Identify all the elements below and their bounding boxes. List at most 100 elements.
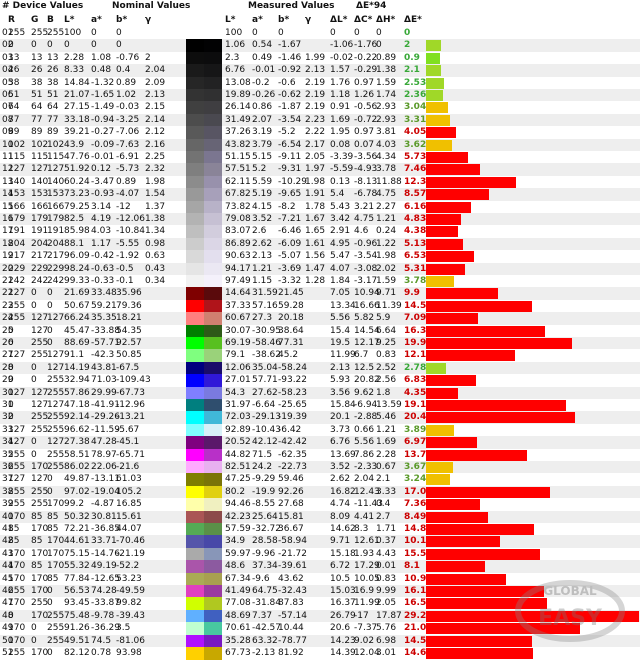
cell-delta-c: -7.37 (354, 623, 378, 634)
nominal-color-swatch (186, 287, 204, 301)
cell-g: 0 (31, 288, 37, 299)
cell-nominal-a: -1.49 (91, 102, 115, 113)
measured-color-swatch (204, 647, 222, 660)
cell-measured-gamma: 1.61 (305, 238, 326, 249)
row-index: 20 (2, 263, 14, 274)
measured-color-swatch (204, 547, 222, 561)
table-row: 12 127 127 127 51.92 0.12 -5.73 2.32 57.51 5.2 -9.… (0, 163, 640, 177)
cell-b: 255 (47, 462, 65, 472)
cell-g: 255 (31, 424, 49, 435)
cell-measured-b: -19.39 (278, 412, 308, 423)
cell-measured-l: 83.07 (225, 226, 251, 237)
cell-delta-c: -4.93 (354, 164, 378, 175)
delta-e-bar (426, 462, 453, 473)
cell-nominal-l: 27.38 (64, 437, 90, 448)
cell-nominal-b: -0.76 (116, 52, 140, 63)
measured-color-swatch (204, 27, 222, 40)
cell-measured-b: -9.31 (278, 164, 302, 175)
row-index: 19 (2, 251, 14, 262)
cell-g: 85 (31, 536, 43, 547)
cell-delta-c: 14.54 (354, 325, 380, 336)
cell-delta-e: 3.24 (404, 474, 427, 485)
delta-e-bar (426, 474, 450, 486)
cell-g: 0 (31, 300, 37, 311)
cell-delta-h: 2.27 (376, 201, 397, 212)
cell-delta-c: 4.6 (354, 226, 369, 237)
cell-measured-l: 57.51 (225, 164, 251, 175)
cell-delta-l: 20.6 (330, 623, 351, 634)
cell-b: 166 (47, 201, 65, 212)
cell-delta-e: 6.53 (404, 251, 427, 262)
cell-delta-e: 20.46 (404, 412, 433, 423)
cell-nominal-b: -10.84 (116, 226, 146, 237)
delta-e-bar (426, 152, 468, 163)
nominal-color-swatch (186, 423, 204, 437)
cell-nominal-gamma: 2.04 (145, 65, 166, 76)
cell-g: 89 (31, 127, 43, 138)
cell-nominal-l: 77.84 (64, 573, 90, 584)
cell-delta-c: -0.22 (354, 52, 378, 63)
table-row: 14 153 153 153 73.23 -0.93 -4.07 1.54 67.82 5.19-… (0, 188, 640, 202)
delta-e-bar (426, 350, 515, 362)
cell-b: 170 (47, 561, 65, 572)
cell-b: 102 (47, 139, 65, 150)
cell-delta-e: 14.57 (404, 635, 433, 646)
cell-b: 85 (47, 524, 59, 534)
cell-delta-e: 3.78 (404, 276, 427, 286)
measured-color-swatch (204, 461, 222, 474)
delta-e-bar (426, 276, 454, 287)
cell-nominal-l: 56.53 (64, 586, 90, 596)
nominal-color-swatch (186, 126, 204, 140)
cell-nominal-a: 0.12 (91, 164, 112, 175)
cell-nominal-b: -5.55 (116, 238, 140, 249)
cell-nominal-l: 82.12 (64, 648, 90, 658)
table-row: 25 0 127 0 45.47 -33.88 54.35 30.07 -30.95 38.64 1… (0, 324, 640, 338)
cell-r: 170 (8, 511, 26, 522)
nominal-color-swatch (186, 597, 204, 611)
cell-nominal-b: 61.03 (116, 474, 142, 485)
delta-e-bar (426, 338, 572, 349)
delta-e-bar (426, 176, 516, 188)
cell-delta-h: 2.02 (376, 263, 397, 274)
delta-e-bar (426, 449, 527, 461)
cell-measured-b: -3.54 (278, 114, 302, 125)
cell-r: 255 (8, 648, 26, 658)
table-row: 42 85 85 170 44.61 33.71 -70.46 34.9 28.58 -58.94… (0, 535, 640, 549)
delta-e-bar (426, 114, 451, 126)
cell-delta-c: -0.96 (354, 238, 378, 249)
cell-nominal-b: 79.36 (116, 300, 142, 311)
cell-r: 255 (8, 486, 26, 497)
delta-e-bar (426, 189, 489, 201)
cell-delta-c: 0.66 (354, 424, 375, 435)
cell-nominal-b: -5.67 (116, 424, 140, 435)
row-index: 38 (2, 486, 14, 497)
cell-delta-h: 2.52 (376, 362, 397, 373)
row-index: 50 (2, 635, 14, 646)
cell-nominal-a: -1.32 (91, 77, 115, 88)
cell-r: 255 (8, 586, 26, 596)
cell-delta-c: 4.41 (354, 511, 375, 522)
nominal-color-swatch (186, 510, 204, 524)
cell-nominal-l: 86.02 (64, 462, 90, 472)
table-row: 51 255 170 0 82.12 0.78 93.98 67.73 -2.13 81.92 14… (0, 647, 640, 660)
cell-nominal-a: 4.03 (91, 226, 112, 237)
row-index: 09 (2, 127, 14, 138)
cell-measured-gamma: 1.97 (305, 164, 326, 175)
cell-nominal-gamma: 2.16 (145, 139, 166, 150)
col-header-nominal-b: b* (116, 15, 128, 25)
cell-nominal-b: -109.43 (116, 375, 151, 386)
cell-measured-l: 42.23 (225, 511, 251, 522)
cell-measured-a: -29.13 (252, 412, 282, 423)
cell-delta-l: 3.73 (330, 424, 351, 435)
cell-measured-a: 25.64 (252, 511, 278, 522)
cell-nominal-b: 0.89 (116, 77, 137, 88)
cell-measured-a: -31.84 (252, 598, 282, 609)
cell-delta-l: 9.71 (330, 536, 351, 547)
cell-delta-c: 10.05 (354, 573, 380, 584)
cell-nominal-a: 43.81 (91, 362, 117, 373)
cell-measured-b: -6.54 (278, 139, 302, 150)
cell-nominal-a: 78.97 (91, 449, 117, 460)
cell-measured-a: 5.15 (252, 152, 273, 162)
table-row: 47 170 255 0 93.45 -33.87 99.82 77.08 -31.84 87.8… (0, 597, 640, 611)
cell-measured-l: 97.49 (225, 276, 251, 286)
